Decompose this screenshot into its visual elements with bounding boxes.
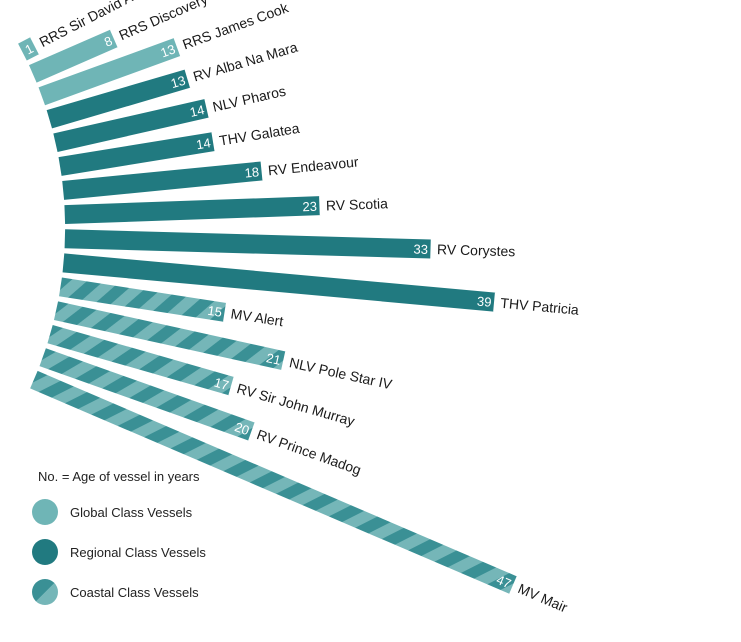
bar-value-label: 17 (212, 375, 230, 393)
bar-value-label: 21 (265, 350, 282, 368)
bar-value-label: 15 (207, 303, 224, 320)
category-label: RV Prince Madog (255, 426, 363, 478)
bar-value-label: 33 (413, 241, 428, 256)
bar-value-label: 14 (195, 135, 212, 152)
category-label: RV Sir John Murray (235, 380, 357, 429)
bar-end (30, 36, 40, 55)
category-label: RV Corystes (437, 241, 516, 259)
bar (18, 37, 40, 61)
bar-end (228, 376, 235, 396)
bar-end (493, 292, 496, 312)
category-label: RV Endeavour (267, 153, 359, 178)
category-label: RV Scotia (326, 195, 389, 213)
legend-title: No. = Age of vessel in years (38, 469, 200, 484)
bar-end (109, 29, 119, 48)
legend-label-global: Global Class Vessels (70, 504, 193, 520)
category-label: RV Alba Na Mara (191, 39, 299, 85)
bar (59, 277, 227, 322)
legend-label-coastal: Coastal Class Vessels (70, 584, 199, 600)
bar-end (319, 196, 321, 216)
bar-end (281, 351, 287, 371)
bar (38, 38, 181, 106)
bar-group: 23 RV Scotia (64, 195, 389, 225)
bar-end (204, 98, 210, 118)
bar-end (248, 422, 256, 441)
category-label: MV Mair (516, 580, 571, 615)
legend-label-regional: Regional Class Vessels (70, 544, 206, 560)
bar (62, 253, 496, 312)
legend-item-global: Global Class Vessels (32, 498, 192, 526)
bar (62, 161, 263, 200)
bar-value-label: 13 (169, 73, 187, 91)
bar-value-label: 18 (244, 164, 260, 180)
bar-value-label: 14 (188, 102, 205, 120)
bar (53, 301, 286, 371)
bar (46, 69, 191, 129)
bar-end (509, 576, 518, 595)
legend-swatch-global (32, 499, 58, 525)
bar-end (430, 239, 432, 259)
legend-item-coastal: Coastal Class Vessels (32, 578, 199, 606)
category-label: MV Alert (230, 305, 285, 329)
category-label: NLV Pole Star IV (288, 354, 394, 392)
bar (53, 99, 210, 152)
bar-end (260, 161, 264, 181)
bar (28, 29, 118, 83)
legend-swatch-coastal (32, 579, 58, 605)
legend-item-regional: Regional Class Vessels (32, 538, 206, 566)
bar-value-label: 13 (159, 41, 178, 60)
bar-value-label: 23 (302, 199, 317, 214)
bar-group: 33 RV Corystes (64, 229, 516, 259)
legend-swatch-regional (32, 539, 58, 565)
bar-end (173, 37, 182, 57)
bar (30, 370, 518, 594)
bar (39, 348, 256, 441)
bar-group: 39 THV Patricia (62, 253, 580, 318)
bar-end (184, 69, 191, 88)
category-label: NLV Pharos (211, 83, 287, 115)
bar-end (223, 302, 227, 322)
category-label: THV Galatea (218, 120, 301, 149)
bar (58, 132, 215, 176)
bar (64, 229, 432, 259)
bar-value-label: 47 (494, 572, 513, 591)
category-label: THV Patricia (500, 295, 580, 318)
bar (64, 196, 321, 225)
bar-value-label: 20 (233, 419, 252, 438)
bar-end (211, 132, 216, 152)
bar (47, 324, 235, 396)
bar-value-label: 39 (476, 294, 492, 310)
